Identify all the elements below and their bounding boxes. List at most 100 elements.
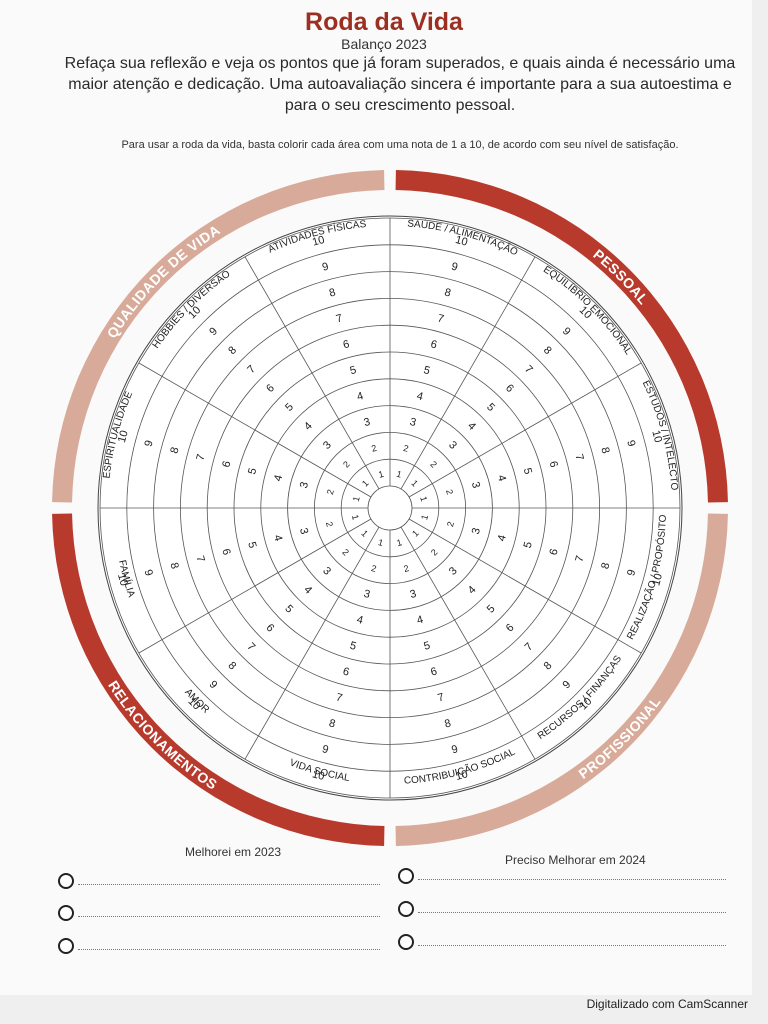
scale-number: 1 bbox=[351, 495, 362, 502]
scale-number: 2 bbox=[324, 521, 335, 528]
scale-number: 7 bbox=[573, 554, 586, 563]
scale-number: 1 bbox=[377, 537, 384, 548]
scale-number: 6 bbox=[548, 547, 561, 556]
scale-number: 9 bbox=[624, 439, 637, 448]
need-improve-line-2[interactable] bbox=[398, 901, 726, 919]
wheel-spoke bbox=[400, 526, 536, 760]
scale-number: 7 bbox=[572, 453, 585, 462]
scale-number: 7 bbox=[194, 453, 207, 462]
scale-number: 6 bbox=[219, 547, 232, 556]
scale-number: 9 bbox=[625, 568, 638, 577]
scale-number: 1 bbox=[377, 469, 384, 480]
scale-number: 5 bbox=[521, 467, 534, 476]
scale-number: 1 bbox=[410, 528, 421, 539]
improved-title: Melhorei em 2023 bbox=[185, 845, 282, 859]
wheel-face bbox=[97, 215, 683, 801]
scale-number: 2 bbox=[325, 488, 336, 495]
scale-number: 2 bbox=[445, 521, 456, 528]
scale-number: 8 bbox=[168, 561, 181, 570]
improved-line-1[interactable] bbox=[58, 873, 380, 891]
scale-number: 3 bbox=[362, 588, 371, 601]
scale-number: 1 bbox=[359, 528, 370, 539]
scale-number: 6 bbox=[220, 460, 233, 469]
scale-number: 10 bbox=[650, 572, 665, 587]
scale-number: 3 bbox=[409, 588, 418, 601]
scale-number: 8 bbox=[443, 717, 452, 730]
scale-number: 3 bbox=[470, 527, 483, 536]
scale-number: 4 bbox=[271, 534, 284, 543]
bullet-circle-icon[interactable] bbox=[58, 905, 74, 921]
wheel-spoke bbox=[408, 518, 642, 654]
scale-number: 7 bbox=[193, 554, 206, 563]
scale-number: 1 bbox=[396, 537, 403, 548]
wheel-spoke bbox=[138, 362, 372, 498]
scale-number: 10 bbox=[454, 234, 469, 249]
need-improve-line-3[interactable] bbox=[398, 934, 726, 952]
scale-number: 10 bbox=[115, 572, 130, 587]
quadrant-band bbox=[395, 170, 728, 503]
wheel-spoke bbox=[400, 256, 536, 490]
scale-number: 6 bbox=[547, 460, 560, 469]
bullet-circle-icon[interactable] bbox=[398, 868, 414, 884]
scale-number: 6 bbox=[342, 666, 351, 679]
scale-number: 8 bbox=[598, 446, 611, 455]
scale-number: 6 bbox=[342, 338, 351, 351]
wheel-spoke bbox=[138, 518, 372, 654]
scale-number: 3 bbox=[363, 416, 372, 429]
improved-line-2[interactable] bbox=[58, 905, 380, 923]
scale-number: 8 bbox=[328, 286, 337, 299]
scale-number: 2 bbox=[444, 488, 455, 495]
scale-number: 2 bbox=[340, 547, 351, 558]
need-improve-title: Preciso Melhorar em 2024 bbox=[505, 853, 646, 867]
scale-number: 1 bbox=[350, 514, 361, 521]
scale-number: 2 bbox=[428, 459, 439, 470]
scale-number: 9 bbox=[142, 568, 155, 577]
scale-number: 1 bbox=[419, 514, 430, 521]
scale-number: 5 bbox=[422, 364, 431, 377]
scale-number: 5 bbox=[349, 364, 358, 377]
scale-number: 5 bbox=[245, 541, 258, 550]
need-improve-line-1[interactable] bbox=[398, 868, 726, 886]
scale-number: 2 bbox=[370, 563, 377, 574]
scale-number: 3 bbox=[469, 481, 482, 490]
scale-number: 4 bbox=[496, 534, 509, 543]
scale-number: 8 bbox=[443, 286, 452, 299]
scale-number: 1 bbox=[360, 478, 371, 489]
quadrant-band bbox=[52, 513, 385, 846]
improved-line-3[interactable] bbox=[58, 938, 380, 956]
scale-number: 2 bbox=[341, 459, 352, 470]
scale-number: 4 bbox=[356, 390, 365, 403]
wheel-spoke bbox=[244, 256, 380, 490]
scale-number: 5 bbox=[522, 541, 535, 550]
bullet-circle-icon[interactable] bbox=[398, 934, 414, 950]
scale-number: 10 bbox=[649, 429, 664, 444]
instruction-text: Para usar a roda da vida, basta colorir … bbox=[121, 139, 679, 151]
scale-number: 8 bbox=[328, 717, 337, 730]
bullet-circle-icon[interactable] bbox=[58, 873, 74, 889]
scale-number: 2 bbox=[429, 547, 440, 558]
quadrant-band bbox=[395, 513, 728, 846]
scale-number: 10 bbox=[454, 768, 469, 783]
wheel-spoke bbox=[244, 526, 380, 760]
scale-number: 3 bbox=[297, 527, 310, 536]
scale-number: 9 bbox=[321, 261, 330, 274]
scanner-watermark: Digitalizado com CamScanner bbox=[586, 997, 748, 1011]
scale-number: 5 bbox=[246, 467, 259, 476]
scale-number: 4 bbox=[416, 614, 425, 627]
scale-number: 1 bbox=[418, 495, 429, 502]
bullet-circle-icon[interactable] bbox=[398, 901, 414, 917]
quadrant-band bbox=[52, 170, 385, 503]
scale-number: 9 bbox=[321, 743, 330, 756]
wheel-spoke bbox=[408, 362, 642, 498]
scale-number: 10 bbox=[116, 429, 131, 444]
scale-number: 7 bbox=[335, 312, 344, 325]
scale-number: 10 bbox=[311, 234, 326, 249]
scale-number: 10 bbox=[311, 768, 326, 783]
intro-paragraph: Refaça sua reflexão e veja os pontos que… bbox=[64, 55, 736, 114]
scale-number: 3 bbox=[408, 416, 417, 429]
bullet-circle-icon[interactable] bbox=[58, 938, 74, 954]
scale-number: 2 bbox=[402, 443, 409, 454]
scale-number: 1 bbox=[395, 469, 402, 480]
scale-number: 4 bbox=[272, 474, 285, 483]
